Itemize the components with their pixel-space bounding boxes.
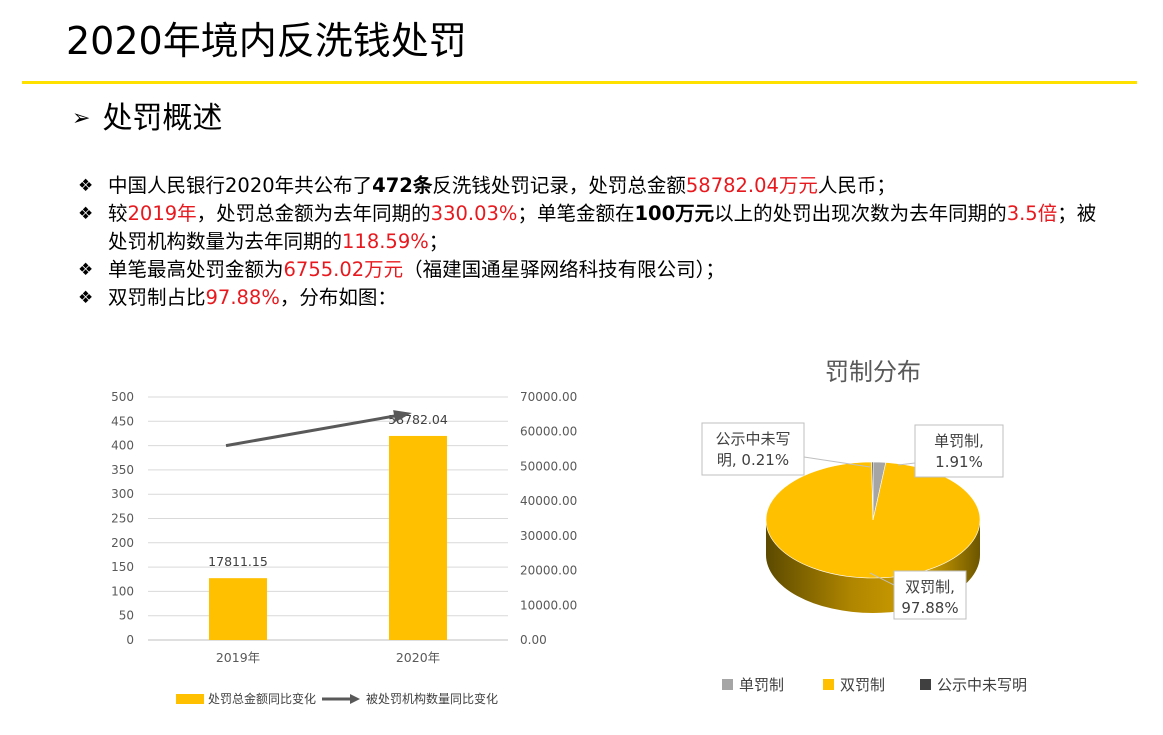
bullet-text: 中国人民银行2020年共公布了 (108, 174, 373, 197)
label-leader-line (869, 572, 895, 586)
data-label-box (701, 422, 805, 476)
bullet-max-penalty: ❖ 单笔最高处罚金额为6755.02万元（福建国通星驿网络科技有限公司）； (78, 256, 1098, 284)
diamond-bullet-icon: ❖ (78, 176, 94, 196)
y-axis-left-tick-label: 150 (111, 560, 134, 574)
bullet-text: （福建国通星驿网络科技有限公司）； (403, 258, 725, 281)
pie-slice (871, 461, 874, 521)
y-axis-left-tick-label: 0 (126, 633, 134, 647)
legend-label: 处罚总金额同比变化 (208, 691, 316, 706)
bullet-text-red: 118.59% (342, 230, 429, 253)
legend-swatch (722, 679, 733, 690)
arrow-head-icon (393, 410, 412, 422)
data-label-line: 公示中未写 (715, 430, 790, 448)
bullet-text-red: 2019年 (127, 202, 197, 225)
legend-swatch-bar (176, 694, 204, 704)
y-axis-right-tick-label: 10000.00 (520, 598, 577, 612)
bar-line-combo-chart: 0 50 100 150 200 250 300 350 400 450 500 0.00 10000.… (111, 390, 577, 706)
data-label-line: 1.91% (935, 453, 983, 471)
data-label-line: 单罚制, (934, 432, 984, 450)
bullet-text-red: 3.5倍 (1006, 202, 1058, 225)
summary-bullets: ❖ 中国人民银行2020年共公布了472条反洗钱处罚记录，处罚总金额58782.0… (78, 172, 1098, 312)
bullet-text-bold: 100万元 (634, 202, 715, 225)
section-title: 处罚概述 (102, 101, 223, 136)
bullet-text: 以上的处罚出现次数为去年同期的 (714, 202, 1007, 225)
series-line (225, 412, 407, 448)
y-axis-right-tick-label: 70000.00 (520, 390, 577, 404)
y-axis-left-tick-label: 50 (119, 609, 134, 623)
y-axis-left-tick-label: 350 (111, 463, 134, 477)
pie-title: 罚制分布 (825, 358, 921, 386)
legend-label: 双罚制 (840, 676, 885, 694)
bullet-text-red: 58782.04万元 (685, 174, 818, 197)
x-axis-tick-label: 2019年 (216, 650, 260, 665)
data-label-line: 明, 0.21% (717, 451, 789, 469)
bullet-text: 人民币； (817, 174, 896, 197)
bullet-text: ； (428, 230, 449, 253)
bullet-text: ；单笔金额在 (517, 202, 635, 225)
legend-arrow-icon (350, 694, 360, 704)
data-label-box (914, 424, 1004, 478)
bar-data-label: 17811.15 (208, 554, 268, 569)
legend-label: 单罚制 (739, 676, 784, 694)
bullet-records: ❖ 中国人民银行2020年共公布了472条反洗钱处罚记录，处罚总金额58782.0… (78, 172, 1098, 200)
bullet-text: 双罚制占比 (108, 286, 206, 309)
y-axis-left-tick-label: 500 (111, 390, 134, 404)
arrow-bullet-icon: ➢ (72, 106, 91, 131)
title-divider (22, 81, 1137, 84)
bullet-text: 反洗钱处罚记录，处罚总金额 (432, 174, 686, 197)
bullet-comparison: ❖ 较2019年，处罚总金额为去年同期的330.03%；单笔金额在100万元以上的… (78, 200, 1098, 256)
page-title: 2020年境内反洗钱处罚 (66, 19, 467, 63)
legend-label: 被处罚机构数量同比变化 (366, 691, 498, 706)
y-axis-left-tick-label: 300 (111, 487, 134, 501)
y-axis-right-tick-label: 40000.00 (520, 494, 577, 508)
legend-swatch (920, 679, 931, 690)
legend-label: 公示中未写明 (937, 676, 1027, 694)
bullet-text: ，处罚总金额为去年同期的 (196, 202, 431, 225)
bullet-text: ；被处罚机构数量为去年同期的 (108, 202, 1097, 253)
legend-swatch (823, 679, 834, 690)
y-axis-left-tick-label: 400 (111, 439, 134, 453)
y-axis-right-tick-label: 60000.00 (520, 425, 577, 439)
bullet-text-red: 330.03% (430, 202, 518, 225)
bar (389, 435, 447, 640)
bullet-text-bold: 472条 (372, 174, 433, 197)
y-axis-right-tick-label: 0.00 (520, 633, 547, 647)
section-heading: ➢ 处罚概述 (72, 98, 222, 140)
y-axis-left-tick-label: 250 (111, 512, 134, 526)
diamond-bullet-icon: ❖ (78, 260, 94, 280)
y-axis-right-tick-label: 30000.00 (520, 529, 577, 543)
bullet-text: ，分布如图： (279, 286, 397, 309)
label-leader-line (803, 456, 871, 468)
label-leader-line (897, 462, 916, 466)
data-label-line: 双罚制, (905, 578, 955, 596)
diamond-bullet-icon: ❖ (78, 288, 94, 308)
data-label-line: 97.88% (901, 599, 958, 617)
bullet-text-red: 97.88% (205, 286, 280, 309)
y-axis-right-tick-label: 20000.00 (520, 564, 577, 578)
bullet-text-red: 6755.02万元 (283, 258, 404, 281)
y-axis-left-tick-label: 450 (111, 414, 134, 428)
diamond-bullet-icon: ❖ (78, 204, 94, 224)
bullet-dual-penalty: ❖ 双罚制占比97.88%，分布如图： (78, 284, 1098, 312)
x-axis-tick-label: 2020年 (396, 650, 440, 665)
y-axis-right-tick-label: 50000.00 (520, 459, 577, 473)
y-axis-left-tick-label: 200 (111, 536, 134, 550)
bar (209, 578, 267, 640)
y-axis-left-tick-label: 100 (111, 584, 134, 598)
bullet-text: 较 (108, 202, 128, 225)
bullet-text: 单笔最高处罚金额为 (108, 258, 284, 281)
data-label-box (893, 570, 967, 620)
